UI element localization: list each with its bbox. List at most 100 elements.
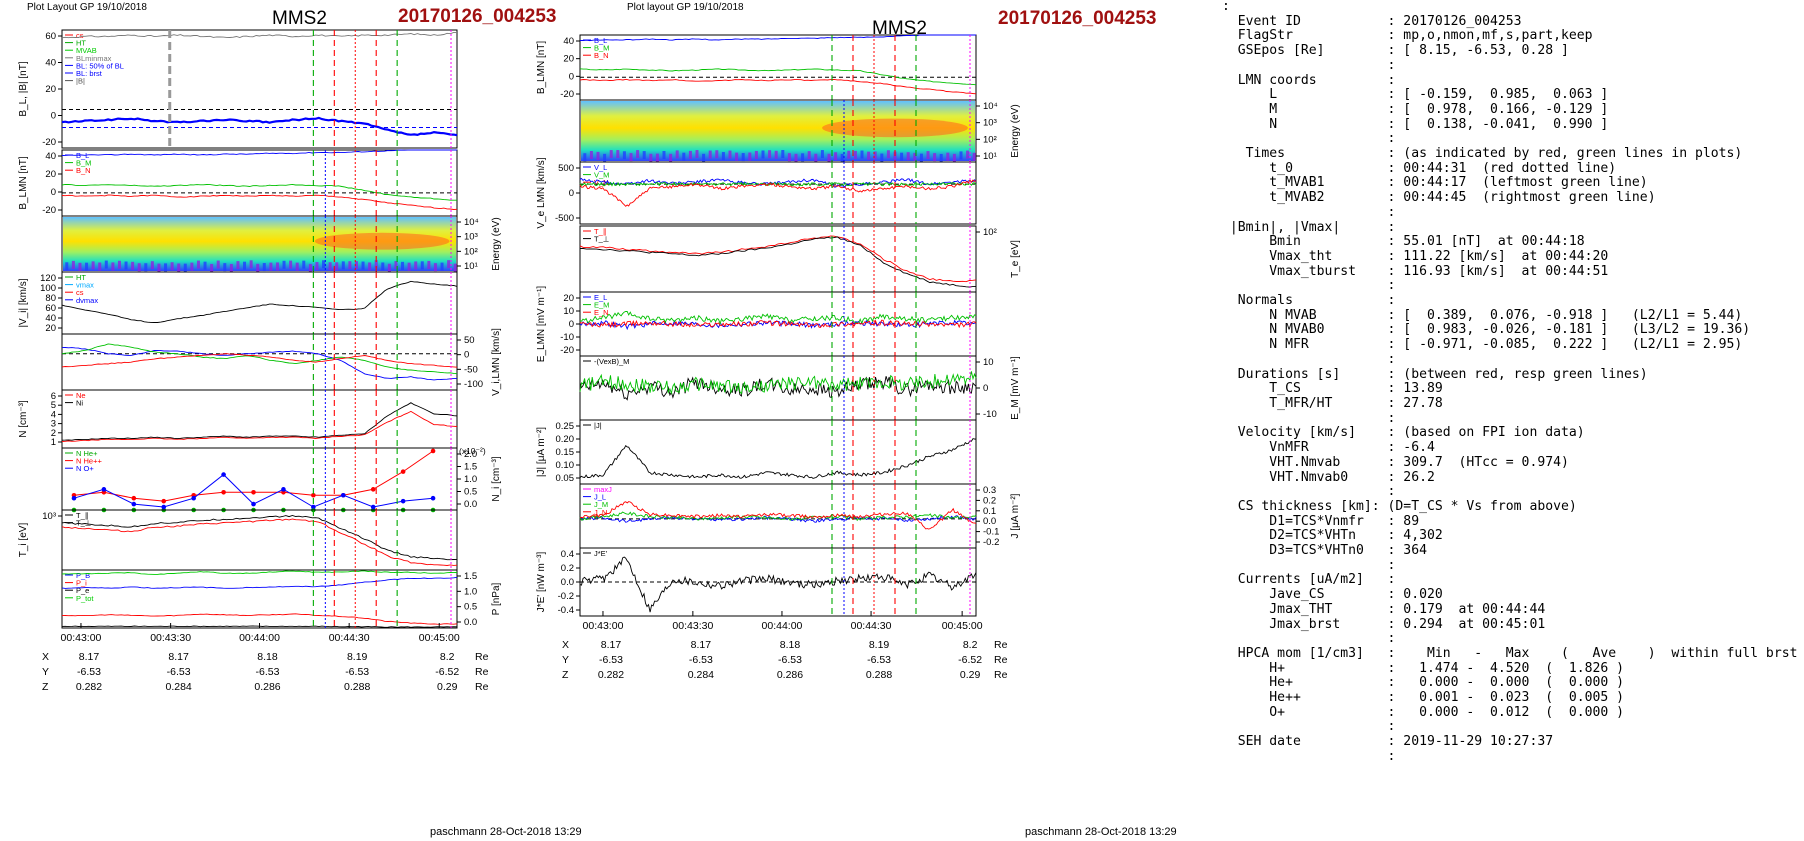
spectrogram-noise (308, 263, 312, 272)
ephemeris-value: 8.2 (963, 639, 978, 651)
time-axis: 00:43:00 00:43:30 00:44:00 00:44:30 00:45:00 (61, 623, 460, 644)
data-point (311, 492, 316, 498)
panel-elmn: 20 10 0 -10 -20 E_LMN [mV m⁻¹] E_LE_ME_N (536, 286, 977, 362)
ephemeris-unit: Re (475, 666, 489, 678)
spectrogram-noise (926, 151, 930, 160)
spectrogram-noise (236, 261, 240, 270)
y-tick-label: 10 (983, 357, 994, 368)
ephemeris-value: 8.17 (168, 651, 189, 663)
spectrogram-noise (629, 153, 633, 162)
ephemeris-name: X (562, 639, 569, 651)
data-point (131, 495, 137, 501)
ephemeris-value: 8.17 (79, 651, 100, 663)
ephemeris-value: -6.53 (689, 654, 713, 666)
ephemeris-name: Z (562, 669, 569, 681)
legend-entry: E_M (594, 301, 609, 310)
data-point (101, 487, 107, 492)
spectrogram-noise (269, 262, 273, 271)
y-tick-label: 0.05 (556, 473, 575, 484)
y-tick-label: 1 (51, 437, 56, 448)
spectrogram-noise (361, 261, 365, 270)
y-tick-label: -10 (983, 409, 997, 420)
y-tick-label: 50 (464, 335, 475, 346)
legend-entry: MVAB (76, 46, 97, 55)
spectrogram-noise (150, 261, 154, 270)
data-point (71, 495, 77, 501)
series-line (61, 613, 458, 625)
legend-entry: B_M (76, 159, 91, 168)
ephemeris-value: 0.284 (165, 681, 191, 693)
y-tick-label: -100 (464, 379, 483, 390)
spectrogram-noise (433, 263, 437, 272)
y-tick-label: -50 (464, 364, 478, 375)
x-tick-label: 00:44:00 (762, 620, 803, 632)
series-line (579, 501, 977, 530)
data-point (161, 504, 167, 510)
y-tick-label: -0.1 (983, 527, 999, 538)
spectrogram-noise (249, 260, 253, 269)
ephemeris-value: -6.53 (77, 666, 101, 678)
y-tick-label: 500 (558, 163, 574, 174)
y-tick-label: 0.0 (464, 617, 477, 628)
data-point (221, 472, 226, 477)
ephemeris-value: -6.53 (167, 666, 191, 678)
spectrogram-noise (820, 150, 824, 159)
spectrogram-noise (834, 152, 838, 161)
spectrogram-noise (583, 153, 587, 162)
series-line (61, 31, 457, 39)
legend-entry: V_M (594, 171, 609, 180)
legend-entry: BLminmax (76, 54, 112, 63)
spectrogram-noise (427, 260, 431, 269)
y-axis-label: N [cm⁻³] (18, 400, 29, 438)
x-tick-label: 00:45:00 (942, 620, 983, 632)
y-tick-label: 0 (51, 187, 56, 198)
ephemeris-value: 0.282 (76, 681, 102, 693)
data-point (430, 495, 436, 501)
y-tick-label: 0 (569, 319, 574, 330)
spectrogram-hotspot (314, 232, 450, 250)
spectrogram-noise (636, 150, 640, 159)
spectrogram-noise (787, 153, 791, 162)
spectrogram-noise (913, 152, 917, 161)
spectrogram-noise (906, 152, 910, 161)
spectrogram-noise (354, 261, 358, 270)
ephemeris-value: 0.29 (437, 681, 458, 693)
y-tick-label: 120 (40, 273, 56, 284)
spectrogram-noise (328, 262, 332, 271)
spectrogram-noise (420, 261, 424, 270)
y-tick-label: 10¹ (983, 151, 997, 162)
legend-entry: HT (76, 39, 86, 48)
spectrogram-noise (741, 153, 745, 162)
y-axis-label: Energy (eV) (491, 217, 502, 270)
legend-entry: N O+ (76, 464, 94, 473)
series-line (579, 319, 977, 329)
y-tick-label: 60 (45, 303, 56, 314)
y-tick-label: 0.3 (983, 485, 996, 496)
y-tick-label: 0.5 (464, 602, 477, 613)
y-tick-label: 3 (51, 419, 56, 430)
ephemeris-unit: Re (475, 681, 489, 693)
ephemeris-unit: Re (994, 654, 1008, 666)
ephemeris-unit: Re (994, 639, 1008, 651)
legend-entry: N He++ (76, 457, 102, 466)
spectrogram-noise (867, 151, 871, 160)
spectrogram-noise (170, 262, 174, 271)
spectrogram-noise (144, 263, 148, 272)
spectrogram-noise (210, 263, 214, 272)
y-tick-label: 1.5 (464, 571, 477, 582)
middle-footer: paschmann 28-Oct-2018 13:29 (1025, 826, 1177, 838)
y-axis-label: B_L, |B| [nT] (18, 61, 29, 116)
legend-entry: cs (76, 288, 84, 297)
spectrogram-noise (256, 263, 260, 272)
left-spacecraft-title: MMS2 (272, 8, 327, 29)
y-axis-label: B_LMN [nT] (18, 156, 29, 210)
time-axis: 00:43:00 00:43:30 00:44:00 00:44:30 00:45:00 (583, 611, 983, 632)
legend-entry: Ni (76, 399, 83, 408)
panel-frame (579, 161, 977, 225)
x-tick-label: 00:44:30 (851, 620, 892, 632)
series-line (61, 515, 458, 561)
spectrogram-noise (649, 153, 653, 162)
event-summary: : Event ID : 20170126_004253 FlagStr : m… (1222, 0, 1802, 841)
y-tick-label: 4 (51, 409, 56, 420)
